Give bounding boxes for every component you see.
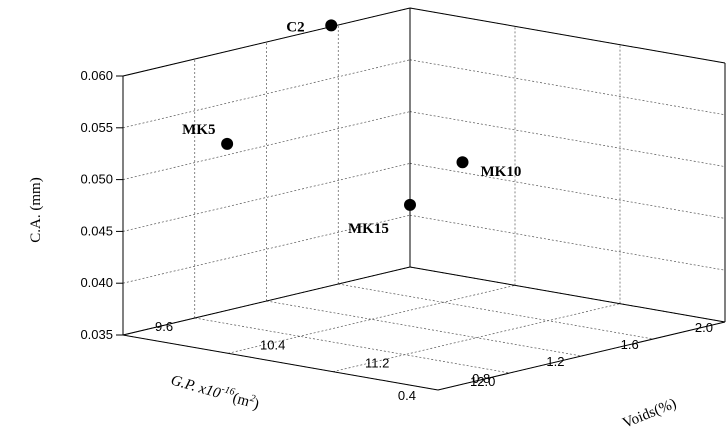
y-tick-label: 11.2: [365, 356, 389, 371]
y-tick-label: 12.0: [470, 374, 495, 389]
x-axis-label-main: G.P. x10: [169, 372, 223, 402]
x-tick-label: 0.4: [398, 388, 416, 403]
y-tick-label: 9.6: [155, 319, 173, 334]
frame-edge: [409, 7, 726, 64]
data-point-label-mk10: MK10: [481, 164, 522, 180]
grid-line-left-wall-z: [122, 59, 411, 129]
frame-edge: [409, 266, 726, 323]
grid-line-floor-y: [332, 303, 621, 373]
z-tick-label: 0.055: [80, 120, 113, 135]
x-axis-label-unit-close: ): [252, 396, 261, 413]
z-tick-label: 0.050: [80, 172, 113, 187]
z-tick-label: 0.040: [80, 275, 113, 290]
data-point-label-mk15: MK15: [348, 221, 389, 237]
data-point-label-mk5: MK5: [182, 122, 215, 138]
grid-line-floor-x: [338, 283, 654, 340]
x-tick-label: 2.0: [695, 320, 713, 335]
grid-line-right-wall-z: [409, 111, 726, 167]
x-axis-label-unit-open: (m: [231, 390, 252, 410]
x-tick-label: 1.6: [621, 337, 639, 352]
grid-line-left-wall-z: [122, 111, 411, 180]
grid-line-right-wall-z: [409, 163, 726, 219]
z-tick-label: 0.035: [80, 327, 113, 342]
grid-line-right-wall-z: [409, 214, 726, 271]
data-point-mk5: [221, 137, 234, 150]
data-point-label-c2: C2: [286, 19, 304, 35]
data-point-mk10: [456, 156, 469, 169]
grid-line-floor-x: [194, 317, 510, 374]
data-points: C2 MK5 MK10 MK15: [182, 19, 521, 237]
x-axis-label: G.P. x10-16(m2): [169, 370, 262, 413]
x-tick-label: 1.2: [546, 354, 564, 369]
frame-edge: [122, 334, 439, 391]
x-axis-label-exponent: -16: [220, 384, 236, 398]
z-axis-label: C.A. (mm): [28, 177, 44, 242]
x-tick-labels: 0.4 0.8 1.2 1.6 2.0: [398, 320, 713, 403]
x-tick-label: 0.8: [472, 371, 490, 386]
data-point-c2: [325, 19, 338, 32]
x-axis-label-unit-exponent: 2: [249, 393, 257, 405]
grid-lines: [122, 7, 726, 391]
z-tick-label: 0.045: [80, 223, 113, 238]
y-tick-labels: 9.6 10.4 11.2 12.0: [155, 319, 495, 389]
axes-frame: [122, 7, 726, 391]
z-tick-labels: 0.035 0.040 0.045 0.050 0.055 0.060: [80, 68, 123, 342]
frame-edge: [437, 321, 726, 391]
data-point-mk15: [404, 198, 416, 211]
grid-line-right-wall-z: [409, 59, 726, 116]
grid-line-floor-y: [227, 284, 516, 354]
grid-line-left-wall-z: [122, 163, 411, 232]
y-axis-label: Voids(%): [621, 396, 679, 432]
z-tick-label: 0.060: [80, 68, 113, 83]
grid-line-floor-x: [266, 300, 582, 357]
frame-edge: [122, 266, 411, 336]
grid-line-left-wall-z: [122, 214, 411, 284]
frame-edge: [122, 7, 411, 77]
y-tick-label: 10.4: [260, 337, 285, 352]
